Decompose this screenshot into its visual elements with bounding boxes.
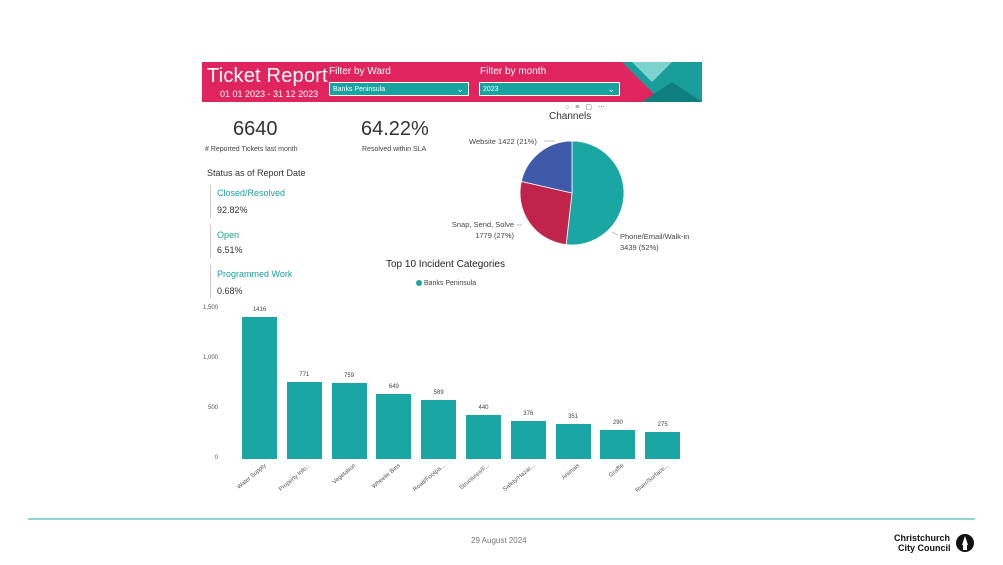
status-divider bbox=[210, 225, 211, 258]
bar-value-label: 649 bbox=[388, 384, 399, 391]
pie-label-phone-value: 3439 (52%) bbox=[620, 243, 659, 252]
pie-label-phone: Phone/Email/Walk-in 3439 (52%) bbox=[620, 231, 689, 253]
status-closed-value: 92.82% bbox=[217, 205, 248, 215]
reported-tickets-value: 6640 bbox=[233, 118, 278, 140]
pie-slice-website[interactable] bbox=[520, 140, 573, 194]
logo-line-1: Christchurch bbox=[894, 533, 951, 543]
pie-slice-phone-email-walk-in[interactable] bbox=[565, 140, 625, 246]
bar-value-label: 275 bbox=[657, 421, 668, 428]
bar-value-label: 376 bbox=[523, 411, 534, 418]
channels-title: Channels bbox=[549, 111, 592, 122]
sla-value: 64.22% bbox=[361, 118, 429, 140]
x-category-label: Wheelie Bins bbox=[371, 463, 402, 491]
filter-icon[interactable]: ≡ bbox=[575, 104, 586, 111]
bar-chart-title: Top 10 Incident Categories bbox=[386, 259, 505, 270]
bar-value-label: 1416 bbox=[252, 307, 267, 314]
filter-ward-label: Filter by Ward bbox=[329, 66, 391, 77]
ward-select[interactable]: Banks Peninsula ⌄ bbox=[329, 82, 469, 96]
date-range: 01 01 2023 - 31 12 2023 bbox=[220, 89, 319, 99]
focus-mode-icon[interactable]: ▢ bbox=[585, 104, 598, 111]
pin-icon[interactable]: ○ bbox=[565, 104, 576, 111]
pie-label-phone-name: Phone/Email/Walk-in bbox=[620, 232, 690, 241]
bar-river-surface[interactable] bbox=[645, 431, 681, 459]
footer-date: 29 August 2024 bbox=[471, 536, 527, 545]
x-category-label: Safety/Hazar... bbox=[502, 463, 537, 493]
chevron-down-icon: ⌄ bbox=[607, 84, 615, 94]
y-tick-label: 500 bbox=[207, 405, 218, 411]
bar-graffiti[interactable] bbox=[600, 430, 636, 459]
x-category-label: Road/Footpa... bbox=[412, 463, 447, 494]
council-logo: Christchurch City Council bbox=[894, 533, 951, 553]
bar-property-info[interactable] bbox=[286, 381, 322, 459]
status-open-label: Open bbox=[217, 230, 240, 240]
bar-safety-hazar[interactable] bbox=[510, 421, 546, 459]
y-tick-label: 1,000 bbox=[202, 355, 218, 361]
bar-value-label: 589 bbox=[433, 390, 444, 397]
bar-value-label: 440 bbox=[478, 405, 489, 411]
x-category-label: Graffiti bbox=[608, 463, 626, 479]
legend-dot-icon bbox=[416, 280, 422, 287]
channels-pie-chart bbox=[519, 140, 625, 246]
pie-label-snap: Snap, Send, Solve 1779 (27%) bbox=[446, 219, 514, 241]
banner-decoration bbox=[622, 62, 702, 102]
status-divider bbox=[210, 185, 211, 218]
month-select-value: 2023 bbox=[483, 86, 499, 93]
bar-structures-f[interactable] bbox=[466, 415, 501, 459]
x-category-label: River/Surface... bbox=[635, 463, 671, 495]
bar-value-label: 290 bbox=[612, 420, 623, 426]
visual-toolbar: ○≡▢⋯ bbox=[565, 103, 611, 111]
bar-value-label: 351 bbox=[568, 413, 579, 420]
x-category-label: Water Supply bbox=[236, 463, 268, 491]
logo-line-2: City Council bbox=[898, 543, 951, 553]
footer-divider bbox=[28, 518, 975, 520]
bar-water-supply[interactable] bbox=[242, 317, 277, 459]
month-select[interactable]: 2023 ⌄ bbox=[479, 82, 620, 96]
filter-month-label: Filter by month bbox=[480, 66, 547, 77]
x-category-label: Property Info... bbox=[278, 463, 313, 493]
chevron-down-icon: ⌄ bbox=[456, 84, 464, 94]
y-tick-label: 0 bbox=[214, 455, 218, 461]
legend-label: Banks Peninsula bbox=[423, 280, 477, 287]
bar-animals[interactable] bbox=[555, 423, 591, 459]
bar-road-footpa[interactable] bbox=[421, 400, 457, 459]
status-divider bbox=[210, 265, 211, 298]
x-category-label: Animals bbox=[560, 463, 581, 482]
x-category-label: Structures/F... bbox=[459, 463, 492, 492]
report-title: Ticket Report bbox=[207, 65, 328, 87]
pie-label-snap-name: Snap, Send, Solve bbox=[451, 220, 514, 229]
pie-label-snap-value: 1779 (27%) bbox=[475, 231, 514, 240]
status-heading: Status as of Report Date bbox=[207, 168, 306, 178]
bar-value-label: 771 bbox=[299, 371, 310, 378]
cathedral-logo-icon bbox=[956, 534, 974, 552]
status-programmed-value: 0.68% bbox=[217, 286, 243, 296]
y-tick-label: 1,500 bbox=[202, 305, 218, 311]
more-options-icon[interactable]: ⋯ bbox=[597, 104, 611, 111]
sla-caption: Resolved within SLA bbox=[362, 146, 427, 153]
pie-slice-snap-send-solve[interactable] bbox=[519, 180, 573, 246]
status-closed-label: Closed/Resolved bbox=[217, 188, 286, 198]
status-programmed-label: Programmed Work bbox=[217, 269, 293, 279]
bar-chart-legend: Banks Peninsula bbox=[416, 280, 476, 287]
bar-value-label: 759 bbox=[344, 373, 355, 380]
status-open-value: 6.51% bbox=[217, 245, 243, 255]
ward-select-value: Banks Peninsula bbox=[333, 86, 386, 93]
bar-vegetation[interactable] bbox=[331, 383, 367, 459]
x-category-label: Vegetation bbox=[331, 463, 357, 486]
reported-tickets-caption: # Reported Tickets last month bbox=[205, 146, 298, 153]
pie-label-website: Website 1422 (21%) bbox=[469, 137, 537, 146]
bar-wheelie-bins[interactable] bbox=[376, 394, 412, 459]
